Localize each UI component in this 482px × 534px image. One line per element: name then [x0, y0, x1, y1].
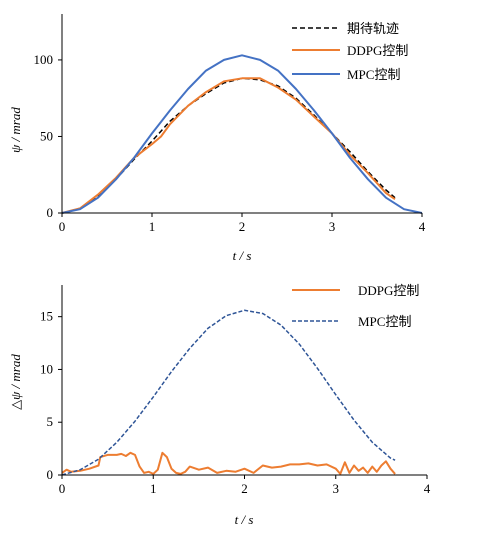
psi-error-chart: 0 1 2 3 4 0 5 10 15 t / s △ψ / mrad DDPG控制 MPC控制 [8, 283, 431, 527]
psi-y-tick-label: 0 [47, 205, 54, 220]
error-data-lines [61, 309, 396, 476]
legend-label-mpc-error: MPC控制 [358, 314, 411, 329]
psi-series-line-3 [61, 54, 423, 214]
psi-y-axis-label: ψ / mrad [8, 107, 23, 153]
legend-label-reference: 期待轨迹 [347, 21, 399, 36]
psi-x-tick-label: 1 [149, 219, 156, 234]
psi-series-line-1 [61, 77, 396, 214]
error-x-axis-label: t / s [235, 512, 254, 527]
legend-label-mpc: MPC控制 [347, 67, 400, 82]
psi-tracking-chart: 0 1 2 3 4 0 50 100 t / s ψ / mrad 期待轨迹 DDPG控制 M… [8, 14, 426, 263]
error-x-tick-label: 1 [150, 481, 157, 496]
error-series-line-2 [61, 309, 396, 476]
legend-label-ddpg-error: DDPG控制 [358, 283, 419, 298]
psi-x-axis-label: t / s [233, 248, 252, 263]
psi-x-tick-label: 0 [59, 219, 66, 234]
psi-series-line-2 [61, 77, 396, 214]
legend-label-ddpg: DDPG控制 [347, 43, 408, 58]
error-x-tick-label: 0 [59, 481, 66, 496]
psi-x-tick-label: 4 [419, 219, 426, 234]
psi-y-tick-label: 50 [40, 128, 53, 143]
psi-data-lines [61, 54, 423, 214]
psi-x-tick-label: 3 [329, 219, 336, 234]
error-x-tick-label: 3 [333, 481, 340, 496]
error-y-tick-label: 10 [40, 361, 53, 376]
error-y-tick-label: 15 [40, 309, 53, 324]
error-y-tick-label: 5 [47, 414, 54, 429]
psi-y-tick-label: 100 [34, 52, 54, 67]
error-legend: DDPG控制 MPC控制 [292, 283, 419, 329]
error-axes: 0 1 2 3 4 0 5 10 15 [40, 285, 431, 496]
psi-axes: 0 1 2 3 4 0 50 100 [34, 14, 426, 234]
error-x-tick-label: 4 [424, 481, 431, 496]
error-x-tick-label: 2 [241, 481, 248, 496]
error-y-axis-label: △ψ / mrad [8, 354, 23, 410]
psi-x-tick-label: 2 [239, 219, 246, 234]
error-series-line-1 [61, 451, 396, 475]
psi-legend: 期待轨迹 DDPG控制 MPC控制 [292, 21, 408, 82]
error-y-tick-label: 0 [47, 467, 54, 482]
